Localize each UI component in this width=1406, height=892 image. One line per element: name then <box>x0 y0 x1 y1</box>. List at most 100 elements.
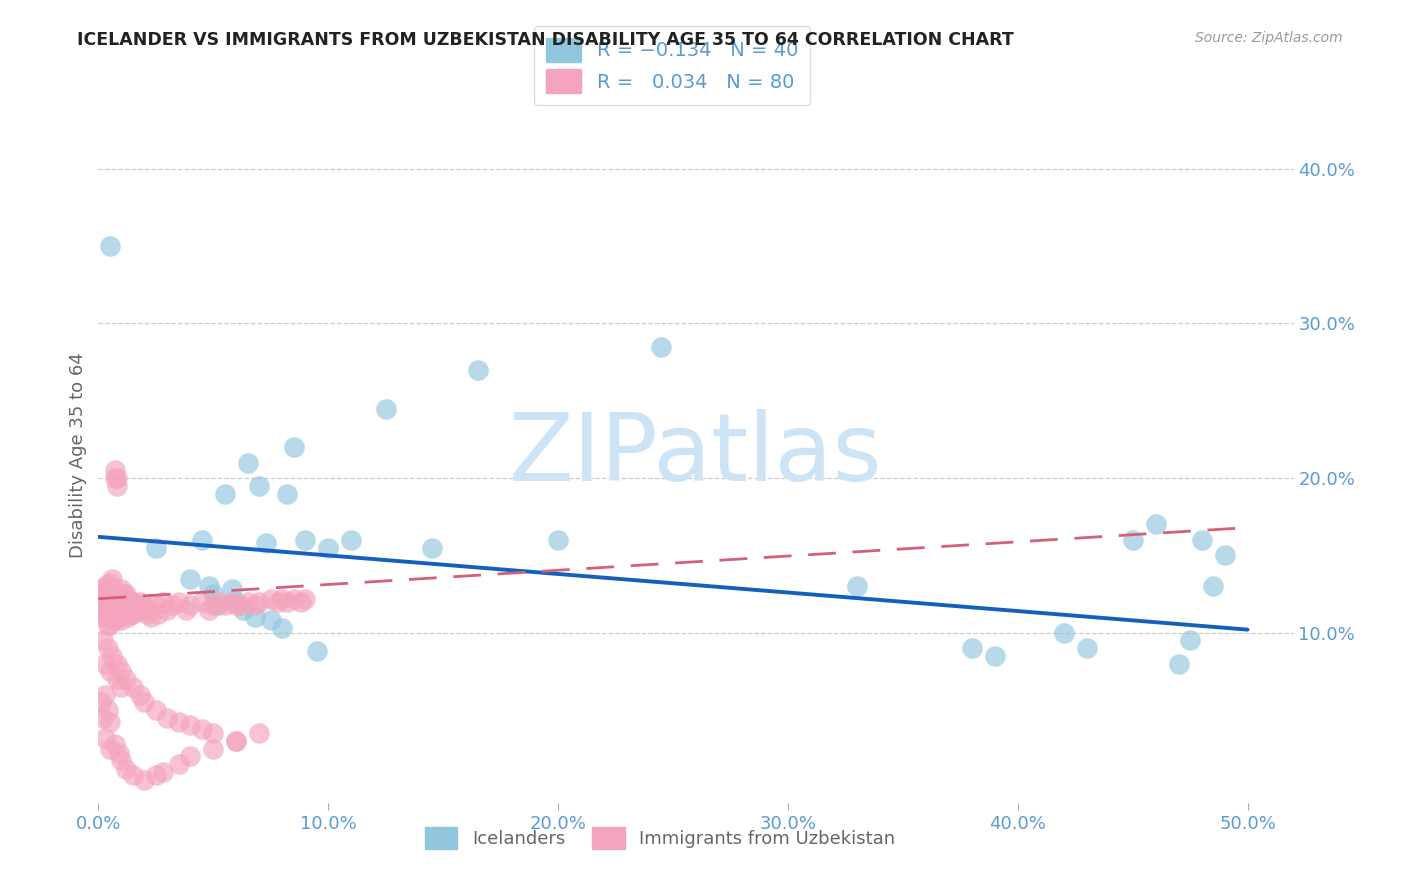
Point <box>845 579 868 593</box>
Point <box>90 695 112 709</box>
Point <box>117 598 139 612</box>
Point <box>105 672 128 686</box>
Point <box>197 602 219 616</box>
Point <box>124 602 146 616</box>
Point <box>115 672 138 686</box>
Point <box>101 607 124 622</box>
Point <box>97 582 120 597</box>
Point <box>156 711 179 725</box>
Point <box>191 595 214 609</box>
Point <box>98 665 121 679</box>
Point <box>97 618 120 632</box>
Point <box>236 595 259 609</box>
Point <box>650 340 672 354</box>
Point <box>254 536 277 550</box>
Point <box>97 595 120 609</box>
Point <box>283 440 305 454</box>
Point <box>260 613 283 627</box>
Point <box>135 607 157 622</box>
Point <box>156 602 179 616</box>
Point <box>134 695 156 709</box>
Point <box>101 572 124 586</box>
Point <box>160 598 183 612</box>
Point <box>152 595 174 609</box>
Point <box>221 582 243 597</box>
Point <box>202 741 225 756</box>
Point <box>247 595 270 609</box>
Point <box>340 533 363 547</box>
Point <box>90 602 112 616</box>
Point <box>94 731 117 745</box>
Point <box>225 734 247 748</box>
Point <box>420 541 443 555</box>
Point <box>122 680 145 694</box>
Point <box>232 602 254 616</box>
Point <box>202 598 225 612</box>
Legend: Icelanders, Immigrants from Uzbekistan: Icelanders, Immigrants from Uzbekistan <box>418 820 903 856</box>
Point <box>1053 625 1076 640</box>
Point <box>98 715 121 730</box>
Point <box>236 456 259 470</box>
Point <box>229 598 252 612</box>
Point <box>90 587 112 601</box>
Point <box>105 610 128 624</box>
Point <box>294 533 316 547</box>
Point <box>1144 517 1167 532</box>
Point <box>145 768 167 782</box>
Point <box>167 715 190 730</box>
Point <box>294 591 316 606</box>
Point <box>167 595 190 609</box>
Point <box>97 641 120 656</box>
Point <box>91 711 114 725</box>
Point <box>207 598 229 612</box>
Point <box>221 595 243 609</box>
Point <box>134 598 156 612</box>
Point <box>960 641 983 656</box>
Point <box>138 602 160 616</box>
Point <box>207 595 229 609</box>
Point <box>91 610 114 624</box>
Point <box>110 598 132 612</box>
Point <box>101 648 124 663</box>
Point <box>128 595 150 609</box>
Point <box>108 607 131 622</box>
Point <box>101 595 124 609</box>
Point <box>225 598 247 612</box>
Point <box>260 591 283 606</box>
Point <box>117 610 139 624</box>
Point <box>247 479 270 493</box>
Point <box>167 757 190 772</box>
Point <box>103 737 125 751</box>
Point <box>214 486 236 500</box>
Point <box>179 572 201 586</box>
Point <box>374 401 396 416</box>
Point <box>276 486 298 500</box>
Point <box>94 688 117 702</box>
Y-axis label: Disability Age 35 to 64: Disability Age 35 to 64 <box>69 352 87 558</box>
Text: Source: ZipAtlas.com: Source: ZipAtlas.com <box>1195 31 1343 45</box>
Point <box>547 533 569 547</box>
Point <box>202 726 225 740</box>
Point <box>115 762 138 776</box>
Point <box>120 607 142 622</box>
Point <box>1213 549 1236 563</box>
Point <box>290 595 312 609</box>
Point <box>1076 641 1098 656</box>
Point <box>467 363 489 377</box>
Point <box>105 657 128 671</box>
Point <box>94 607 117 622</box>
Point <box>214 598 236 612</box>
Point <box>267 595 290 609</box>
Point <box>94 579 117 593</box>
Point <box>98 587 121 601</box>
Point <box>1167 657 1189 671</box>
Point <box>271 621 294 635</box>
Point <box>110 752 132 766</box>
Point <box>108 747 131 761</box>
Point <box>148 607 170 622</box>
Point <box>152 764 174 779</box>
Point <box>1191 533 1213 547</box>
Point <box>91 582 114 597</box>
Point <box>1178 633 1201 648</box>
Point <box>98 618 121 632</box>
